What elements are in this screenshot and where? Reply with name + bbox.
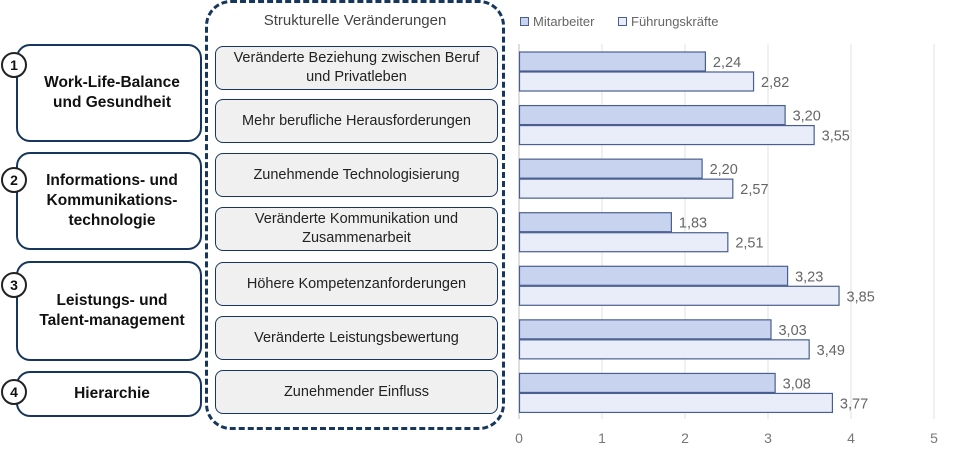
- legend-label: Führungskräfte: [631, 14, 719, 29]
- bar-mitarbeiter: [518, 104, 786, 126]
- structural-changes-header: Strukturelle Veränderungen: [263, 12, 447, 29]
- change-label: Höhere Kompetenzanforderungen: [246, 275, 467, 292]
- category-box-work-life: Work-Life-Balance und Gesundheit: [16, 44, 202, 142]
- legend-item-mitarbeiter: Mitarbeiter: [520, 14, 594, 29]
- category-box-ikt: Informations- und Kommunikations-technol…: [16, 152, 202, 250]
- data-label: 3,55: [822, 129, 850, 145]
- data-label: 2,24: [713, 55, 741, 71]
- x-tick-label: 1: [598, 430, 606, 446]
- data-label: 3,85: [847, 289, 875, 305]
- change-box: Zunehmende Technologisierung: [215, 153, 498, 197]
- change-box: Mehr berufliche Herausforderungen: [215, 99, 498, 143]
- data-label: 3,49: [817, 343, 845, 359]
- x-tick-label: 3: [764, 430, 772, 446]
- bar-mitarbeiter: [518, 265, 789, 286]
- category-number-badge: 2: [1, 167, 27, 193]
- data-label: 3,77: [840, 396, 868, 412]
- bar-mitarbeiter: [518, 319, 772, 340]
- bar-fuehrungskraefte: [518, 392, 834, 414]
- x-tick-label: 5: [930, 430, 938, 446]
- data-label: 2,82: [761, 75, 789, 91]
- category-label: Informations- und Kommunikations-technol…: [46, 172, 178, 229]
- change-label: Zunehmender Einfluss: [283, 383, 430, 400]
- legend-swatch: [520, 17, 529, 26]
- bar-fuehrungskraefte: [518, 232, 729, 253]
- change-label: Veränderte Kommunikation und Zusammenarb…: [254, 211, 459, 246]
- change-box: Höhere Kompetenzanforderungen: [215, 262, 498, 306]
- structural-changes-frame: [205, 0, 505, 430]
- bar-mitarbeiter: [518, 51, 707, 72]
- bar-mitarbeiter: [518, 158, 703, 179]
- category-box-leistung: Leistungs- und Talent-management: [16, 261, 202, 361]
- data-label: 3,08: [783, 376, 811, 392]
- category-number: 3: [10, 277, 18, 293]
- category-number-badge: 3: [1, 272, 27, 298]
- bar-mitarbeiter: [518, 372, 776, 394]
- change-label: Veränderte Leistungsbewertung: [254, 329, 459, 346]
- bar-mitarbeiter: [518, 212, 672, 233]
- change-box: Veränderte Kommunikation und Zusammenarb…: [215, 207, 498, 251]
- bar-fuehrungskraefte: [518, 124, 815, 146]
- x-tick-label: 4: [847, 430, 855, 446]
- legend-swatch: [618, 17, 627, 26]
- category-label: Hierarchie: [74, 385, 150, 402]
- bar-fuehrungskraefte: [518, 178, 734, 199]
- category-number-badge: 1: [1, 52, 27, 78]
- change-box: Veränderte Leistungsbewertung: [215, 316, 498, 360]
- change-box: Zunehmender Einfluss: [215, 370, 498, 414]
- legend-item-fuehrungskraefte: Führungskräfte: [618, 14, 718, 29]
- data-label: 2,20: [710, 162, 738, 178]
- category-label: Work-Life-Balance und Gesundheit: [44, 74, 180, 111]
- data-label: 3,03: [778, 323, 806, 339]
- bar-fuehrungskraefte: [518, 339, 810, 360]
- legend-label: Mitarbeiter: [533, 14, 595, 29]
- change-label: Veränderte Beziehung zwischen Beruf und …: [233, 50, 480, 85]
- bar-fuehrungskraefte: [518, 285, 840, 306]
- bar-fuehrungskraefte: [518, 71, 755, 92]
- category-number: 4: [10, 384, 18, 400]
- data-label: 2,57: [740, 182, 768, 198]
- x-tick-label: 0: [515, 430, 523, 446]
- data-label: 1,83: [679, 216, 707, 232]
- category-number-badge: 4: [1, 379, 27, 405]
- category-label: Leistungs- und Talent-management: [39, 292, 185, 329]
- category-number: 2: [10, 172, 18, 188]
- data-label: 3,20: [793, 109, 821, 125]
- data-label: 2,51: [735, 236, 763, 252]
- x-tick-label: 2: [681, 430, 689, 446]
- category-number: 1: [10, 57, 18, 73]
- data-label: 3,23: [795, 269, 823, 285]
- change-label: Zunehmende Technologisierung: [253, 166, 460, 183]
- change-box: Veränderte Beziehung zwischen Beruf und …: [215, 46, 498, 90]
- change-label: Mehr berufliche Herausforderungen: [242, 112, 471, 129]
